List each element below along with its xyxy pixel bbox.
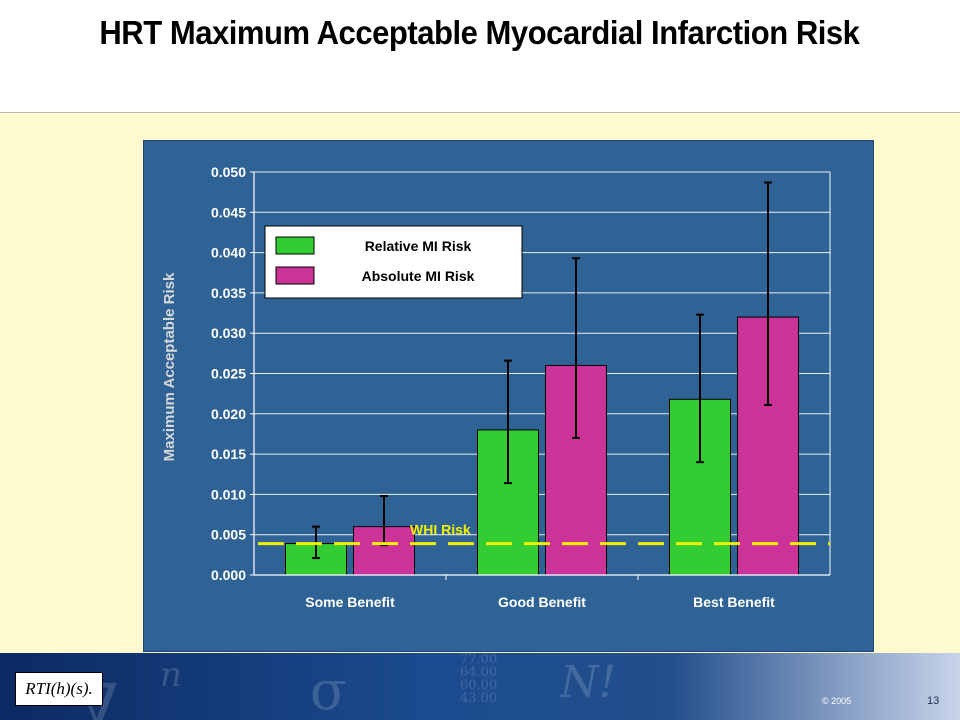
y-tick-label: 0.020 [211, 406, 246, 422]
y-tick-label: 0.030 [211, 325, 246, 341]
x-tick-label: Good Benefit [498, 594, 586, 610]
title-divider [0, 112, 960, 113]
footer-decoration: n [160, 655, 182, 695]
x-tick-label: Best Benefit [693, 594, 775, 610]
legend-label: Absolute MI Risk [362, 268, 475, 284]
footer-decoration: 77.00 64.00 60.00 43.00 [460, 653, 498, 706]
footer-decoration: N! [560, 657, 617, 708]
y-tick-label: 0.010 [211, 486, 246, 502]
y-tick-label: 0.025 [211, 366, 246, 382]
x-tick-label: Some Benefit [305, 594, 395, 610]
y-tick-label: 0.035 [211, 285, 246, 301]
legend-swatch-absolute [275, 266, 315, 285]
legend-label: Relative MI Risk [365, 238, 472, 254]
y-tick-label: 0.015 [211, 446, 246, 462]
y-tick-label: 0.005 [211, 527, 246, 543]
y-tick-label: 0.000 [211, 567, 246, 583]
footer-decoration: σ [310, 659, 347, 720]
y-axis-label: Maximum Acceptable Risk [161, 272, 178, 461]
whi-risk-label: WHI Risk [410, 522, 471, 538]
page-number: 13 [927, 695, 940, 707]
copyright-text: © 2005 [822, 696, 852, 706]
legend-swatch-relative [275, 236, 315, 255]
rti-logo: RTI(h)(s). [15, 672, 103, 706]
y-tick-label: 0.045 [211, 204, 246, 220]
y-tick-label: 0.050 [211, 164, 246, 180]
y-tick-label: 0.040 [211, 245, 246, 261]
slide-title: HRT Maximum Acceptable Myocardial Infarc… [99, 14, 860, 51]
